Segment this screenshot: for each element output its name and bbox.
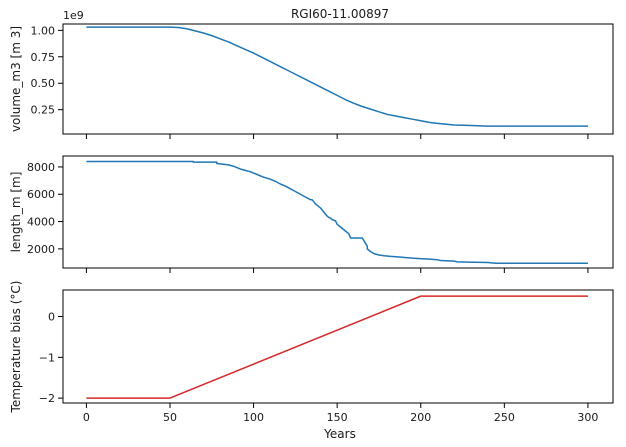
x-tick-label: 100 [243,411,264,424]
volume-series-line [86,26,588,127]
x-tick-label: 200 [410,411,431,424]
y-tick-label: 4000 [27,216,55,229]
y-tick-label: 6000 [27,188,55,201]
y-tick-label: −1 [39,351,55,364]
x-tick-label: 0 [83,411,90,424]
y-tick-label: 0.50 [31,77,56,90]
y-tick-label: 0 [48,311,55,324]
axes-frame-temp_bias [62,289,614,404]
length-series-line [86,160,588,264]
y-axis-label-temp_bias: Temperature bias (°C) [9,281,23,414]
chart-title: RGI60-11.00897 [291,7,389,21]
subplot-length: 2000 4000 6000 8000 length_m [m] [9,155,614,273]
y-axis-label-length: length_m [m] [9,172,23,253]
y-tick-label: 8000 [27,161,55,174]
y-offset-label: 1e9 [63,9,84,22]
x-axis-label: Years [323,427,356,441]
x-tick-label: 250 [494,411,515,424]
x-tick-label: 50 [163,411,177,424]
y-tick-label: 0.75 [31,51,56,64]
y-tick-label: 1.00 [31,24,56,37]
y-tick-label: −2 [39,392,55,405]
x-tick-label: 300 [577,411,598,424]
x-tick-label: 150 [327,411,348,424]
axes-frame-length [62,155,614,269]
y-tick-label: 0.25 [31,104,56,117]
y-tick-label: 2000 [27,243,55,256]
subplot-temp_bias: −2 −1 0 0 50 100 150 200 250 300 Temperature bias … [9,281,614,424]
subplot-volume: 0.25 0.50 0.75 1.00 volume_m3 [m 3] 1e9 [9,9,614,139]
y-axis-label-volume: volume_m3 [m 3] [9,26,23,132]
axes-frame-volume [62,23,614,135]
temp_bias-series-line [86,295,588,399]
